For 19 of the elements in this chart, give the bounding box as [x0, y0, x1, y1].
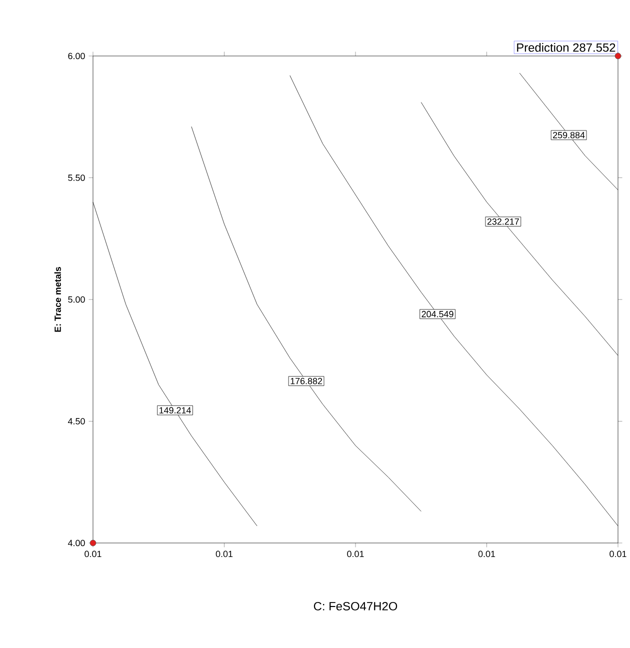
series-label: 232.217 [487, 218, 519, 225]
text: Prediction 287.552 [517, 43, 616, 52]
x-tick-label: 0.01 [84, 550, 102, 558]
y-tick-label: 5.00 [68, 296, 85, 303]
x-tick-label: 0.01 [216, 550, 233, 558]
series-label: 149.214 [160, 407, 191, 414]
x-tick-label: 0.01 [610, 550, 626, 558]
line-series [191, 126, 422, 512]
series-label: 204.549 [422, 310, 454, 318]
x-tick-label: 0.01 [347, 550, 364, 558]
y-tick-label: 5.50 [68, 174, 85, 181]
series-label: 176.882 [290, 378, 322, 384]
y-tick-label: 4.50 [68, 418, 85, 424]
y-tick-label: 6.00 [68, 52, 85, 60]
series-label: 259.884 [553, 132, 585, 138]
x-axis-title: C: FeSO47H2O [314, 602, 398, 610]
x-tick-label: 0.01 [478, 550, 496, 558]
y-tick-label: 4.00 [68, 540, 85, 546]
y-axis-title: E: Trace metals [54, 266, 61, 332]
